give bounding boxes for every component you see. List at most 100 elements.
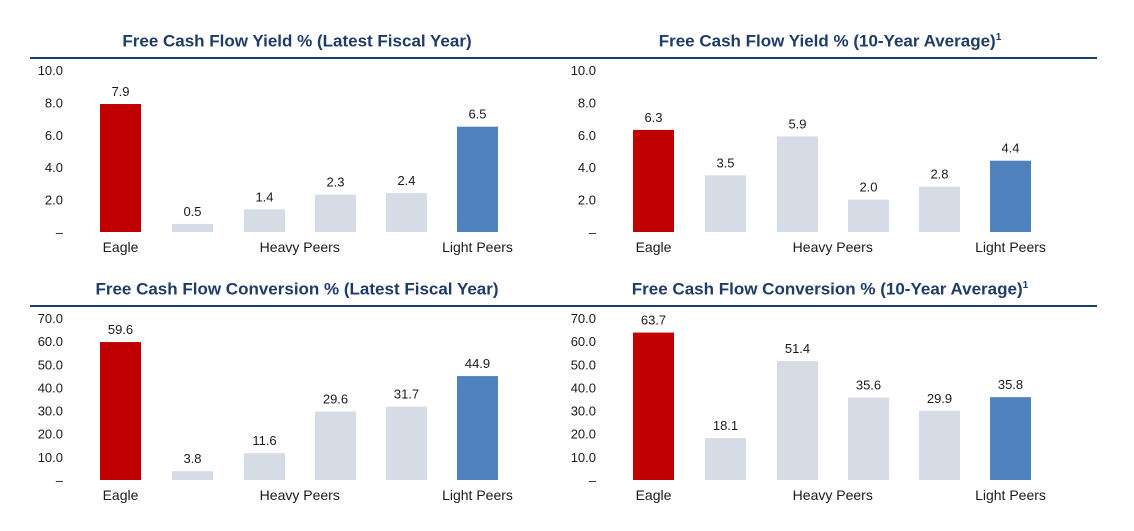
bar [457,376,498,480]
y-tick-label: 60.0 [38,334,63,349]
chart-title: Free Cash Flow Conversion % (10-Year Ave… [563,269,1097,303]
bar [848,199,889,232]
y-tick-label: 30.0 [38,404,63,419]
bar [315,411,356,480]
data-label: 2.8 [930,167,948,182]
y-tick-label: 2.0 [45,193,63,208]
y-tick-label: – [56,473,64,488]
chart-panel-fcf-yield-10yr: Free Cash Flow Yield % (10-Year Average)… [563,21,1097,283]
chart-title: Free Cash Flow Yield % (10-Year Average)… [563,21,1097,55]
y-tick-label: 60.0 [571,334,596,349]
y-tick-label: 40.0 [38,380,63,395]
chart-panel-fcf-conversion-latest: Free Cash Flow Conversion % (Latest Fisc… [30,269,564,531]
bar-chart: 10.0 8.0 6.0 4.0 2.0 – 7.9 0.5 1.4 2.3 2.4 6.5 Eagle… [38,63,513,255]
bar-chart: 70.0 60.0 50.0 40.0 30.0 20.0 10.0 – 63.7 18.1 51.… [571,311,1046,503]
y-tick-label: 6.0 [45,128,63,143]
bar-chart: 70.0 60.0 50.0 40.0 30.0 20.0 10.0 – 59.6 3.8 11.6… [38,311,513,503]
bar [633,129,674,232]
bar [100,104,141,232]
y-tick-label: 70.0 [38,311,63,326]
data-label: 0.5 [183,204,201,219]
y-tick-label: – [589,225,597,240]
data-label: 2.3 [326,175,344,190]
category-label: Light Peers [975,487,1046,503]
y-tick-label: 40.0 [571,380,596,395]
data-label: 35.6 [856,378,881,393]
bar [172,223,213,232]
category-label: Light Peers [442,239,513,255]
bar [386,406,427,480]
data-label: 3.8 [183,451,201,466]
bar [705,438,746,480]
bar [172,471,213,480]
data-label: 3.5 [716,155,734,170]
y-tick-label: 50.0 [571,357,596,372]
bar [633,332,674,480]
bar [848,397,889,480]
bar [990,160,1031,232]
footnote-marker: 1 [995,32,1002,43]
data-label: 44.9 [465,356,490,371]
bar [244,209,285,232]
category-label: Heavy Peers [793,239,873,255]
title-rule [30,57,564,59]
y-tick-label: 50.0 [38,357,63,372]
data-label: 7.9 [111,84,129,99]
bar [705,175,746,232]
chart-panel-fcf-conversion-10yr: Free Cash Flow Conversion % (10-Year Ave… [563,269,1097,531]
y-tick-label: 8.0 [578,95,596,110]
data-label: 59.6 [108,322,133,337]
title-rule [563,305,1097,307]
bar [244,453,285,480]
bar [100,342,141,480]
data-label: 6.5 [468,107,486,122]
data-label: 51.4 [785,341,810,356]
data-label: 29.9 [927,391,952,406]
y-tick-label: 4.0 [578,160,596,175]
data-label: 2.4 [397,173,415,188]
data-label: 29.6 [323,391,348,406]
bar [386,193,427,232]
bar-chart: 10.0 8.0 6.0 4.0 2.0 – 6.3 3.5 5.9 2.0 2.8 4.4 Eagle… [571,63,1046,255]
title-rule [563,57,1097,59]
data-label: 4.4 [1001,141,1019,156]
category-label: Light Peers [975,239,1046,255]
data-label: 11.6 [252,433,276,448]
category-label: Heavy Peers [260,239,340,255]
chart-title-text: Free Cash Flow Conversion % (10-Year Ave… [631,279,1023,299]
chart-title-text: Free Cash Flow Conversion % (Latest Fisc… [95,279,499,299]
y-tick-label: 10.0 [571,63,596,78]
category-label: Eagle [103,487,139,503]
bar [777,361,818,480]
y-tick-label: 10.0 [38,450,63,465]
y-tick-label: 10.0 [38,63,63,78]
y-tick-label: 70.0 [571,311,596,326]
data-label: 5.9 [788,116,806,131]
y-tick-label: 20.0 [38,427,63,442]
y-tick-label: 6.0 [578,128,596,143]
category-label: Heavy Peers [260,487,340,503]
data-label: 18.1 [713,418,738,433]
bar [919,410,960,480]
title-rule [30,305,564,307]
category-label: Heavy Peers [793,487,873,503]
data-label: 35.8 [998,377,1023,392]
y-tick-label: – [56,225,64,240]
bar [990,397,1031,480]
data-label: 1.4 [255,189,273,204]
chart-title-text: Free Cash Flow Yield % (10-Year Average) [658,31,996,51]
category-label: Light Peers [442,487,513,503]
category-label: Eagle [636,239,672,255]
y-tick-label: 8.0 [45,95,63,110]
data-label: 63.7 [641,313,666,328]
y-tick-label: 10.0 [571,450,596,465]
data-label: 2.0 [859,180,877,195]
bar [315,194,356,232]
category-label: Eagle [103,239,139,255]
y-tick-label: 20.0 [571,427,596,442]
chart-title: Free Cash Flow Conversion % (Latest Fisc… [30,269,564,303]
bar [919,186,960,232]
chart-panel-fcf-yield-latest: Free Cash Flow Yield % (Latest Fiscal Ye… [30,21,564,283]
data-label: 6.3 [644,110,662,125]
y-tick-label: 30.0 [571,404,596,419]
